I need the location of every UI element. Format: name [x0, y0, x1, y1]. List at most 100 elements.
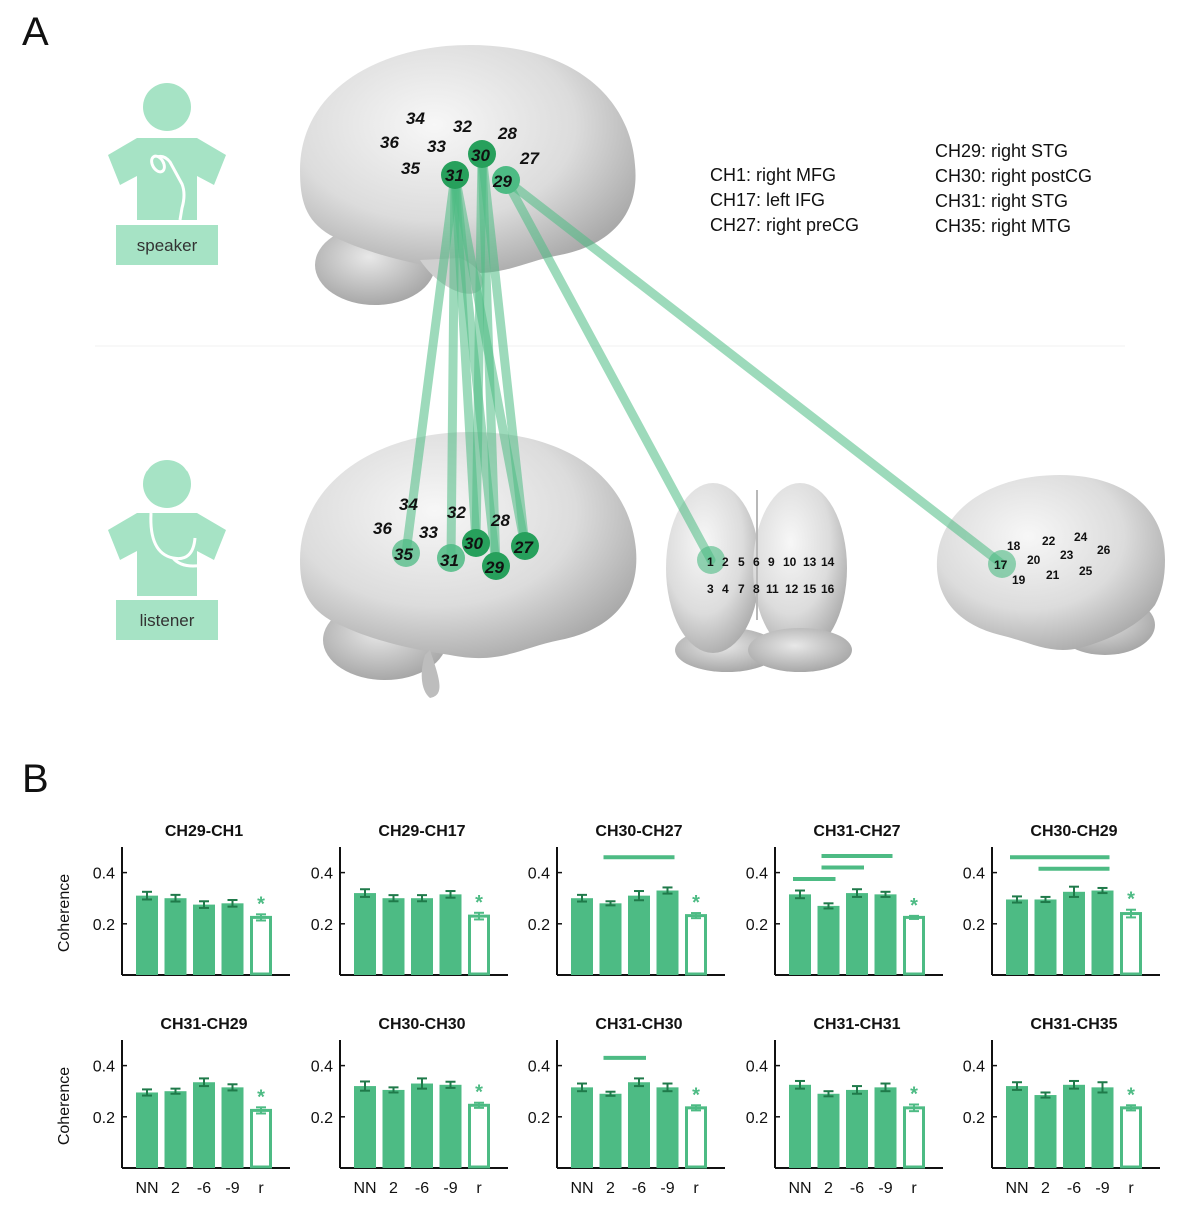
bar-NN [354, 893, 376, 975]
x-tick-label: r [693, 1180, 699, 1197]
error-bar [227, 1083, 238, 1092]
x-tick-label: NN [1005, 1180, 1028, 1197]
left-ch-22: 22 [1042, 534, 1056, 548]
speaker-ch-29: 29 [492, 172, 512, 191]
chart-title: CH31-CH29 [160, 1016, 247, 1033]
error-bar [605, 900, 616, 907]
x-tick-label: 2 [171, 1180, 180, 1197]
bar--9 [221, 1087, 244, 1168]
error-bar [474, 911, 484, 921]
y-tick-label: 0.4 [528, 866, 550, 883]
x-tick-label: -6 [1067, 1180, 1081, 1197]
listener-ch-31: 31 [440, 551, 459, 570]
left-ch-24: 24 [1074, 530, 1088, 544]
left-ch-23: 23 [1060, 548, 1074, 562]
significance-star: * [1127, 889, 1135, 911]
bar--9 [439, 894, 462, 975]
speaker-ch-34: 34 [406, 109, 425, 128]
left-ch-21: 21 [1046, 568, 1060, 582]
bar-r [468, 914, 490, 976]
error-bar [1040, 1091, 1051, 1099]
y-tick-label: 0.4 [746, 866, 768, 883]
frontal-brain [666, 483, 852, 672]
error-bar [227, 898, 238, 908]
listener-ch-28: 28 [490, 511, 510, 530]
error-bar [170, 1087, 181, 1095]
error-bar [1097, 1081, 1108, 1094]
error-bar [388, 1086, 399, 1094]
listener-ch-35: 35 [394, 545, 413, 564]
bar--6 [628, 895, 650, 975]
frontal-ch-13: 13 [803, 555, 817, 569]
error-bar [360, 1080, 370, 1092]
bar--6 [1063, 891, 1085, 975]
speaker-ch-31: 31 [445, 166, 464, 185]
y-tick-label: 0.2 [311, 917, 333, 934]
connection-30-27 [477, 149, 530, 551]
error-bar [417, 1077, 427, 1090]
listener-ch-36: 36 [373, 519, 392, 538]
bar-NN [789, 1084, 811, 1168]
left-ch-18: 18 [1007, 539, 1021, 553]
error-bar [417, 894, 427, 903]
bar-chart-ch30-ch29: CH30-CH29 0.2 0.4 * [963, 823, 1160, 976]
bar-chart-ch31-ch31: CH31-CH31 0.2 0.4 NN 2 -6 -9 * r [746, 1016, 943, 1197]
bar--6 [193, 1082, 215, 1168]
x-tick-label: r [258, 1180, 264, 1197]
error-bar [852, 888, 862, 898]
error-bar [909, 1103, 919, 1113]
error-bar [142, 890, 152, 901]
bar-2 [164, 1091, 187, 1168]
bar--9 [874, 1087, 897, 1168]
error-bar [1040, 895, 1051, 904]
y-tick-label: 0.4 [963, 866, 985, 883]
speaker-channel-markers [441, 140, 520, 194]
bar-chart-ch31-ch35: CH31-CH35 0.2 0.4 NN 2 -6 -9 * r [963, 1016, 1160, 1197]
bar-r [250, 915, 272, 976]
bar-2 [382, 898, 405, 975]
x-tick-label: NN [353, 1180, 376, 1197]
x-tick-label: -6 [415, 1180, 429, 1197]
x-tick-label: 2 [824, 1180, 833, 1197]
bar-2 [1034, 1095, 1057, 1168]
listener-ch-34: 34 [399, 495, 418, 514]
legend-ch30: CH30: right postCG [935, 166, 1092, 186]
bar--9 [1091, 1087, 1114, 1168]
y-tick-label: 0.4 [746, 1059, 768, 1076]
speaker-ch-35: 35 [401, 159, 420, 178]
left-channel-labels: 18 22 24 17 20 23 26 19 21 25 [994, 530, 1111, 587]
y-tick-label: 0.4 [311, 1059, 333, 1076]
frontal-ch-12: 12 [785, 582, 799, 596]
listener-channel-markers [392, 529, 539, 580]
significance-star: * [257, 1086, 265, 1108]
y-tick-label: 0.4 [963, 1059, 985, 1076]
legend-ch17: CH17: left IFG [710, 190, 825, 210]
chart-title: CH31-CH27 [813, 823, 900, 840]
bar-r [1120, 1106, 1142, 1169]
error-bar [1012, 895, 1022, 904]
left-ch-19: 19 [1012, 573, 1026, 587]
legend-ch35: CH35: right MTG [935, 216, 1071, 236]
speaker-person-icon [108, 83, 226, 265]
error-bar [360, 888, 370, 898]
listener-person-icon [108, 453, 226, 640]
left-ch17-marker [988, 550, 1016, 578]
error-bar [795, 889, 805, 900]
left-hemisphere-brain [936, 475, 1165, 655]
listener-label: listener [140, 611, 195, 630]
frontal-ch-9: 9 [768, 555, 775, 569]
significance-star: * [910, 1084, 918, 1106]
x-tick-label: -6 [197, 1180, 211, 1197]
error-bar [852, 1085, 862, 1095]
listener-ch-27: 27 [513, 538, 534, 557]
bar--9 [874, 894, 897, 975]
chart-title: CH31-CH31 [813, 1016, 900, 1033]
error-bar [1126, 908, 1136, 919]
error-bar [880, 1082, 891, 1093]
significance-star: * [475, 892, 483, 914]
x-tick-label: NN [788, 1180, 811, 1197]
bar--9 [221, 903, 244, 975]
panel-b-charts: CH29-CH1 0.2 0.4 Coherence * CH29-CH17 0.2 0.4 *… [56, 823, 1160, 1197]
y-tick-label: 0.2 [746, 917, 768, 934]
